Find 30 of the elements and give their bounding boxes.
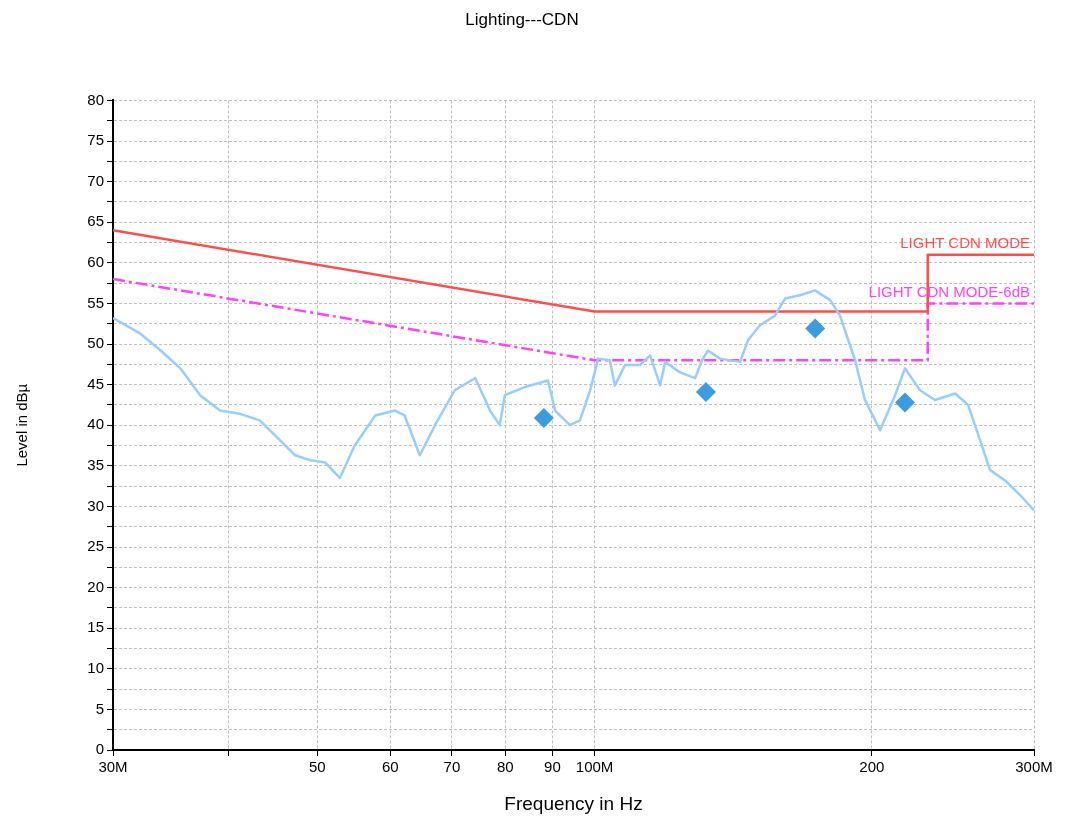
x-tick-label: 30M xyxy=(98,758,128,776)
y-tick-label: 10 xyxy=(87,658,104,676)
x-tick-label: 100M xyxy=(575,758,614,776)
y-tick-label: 35 xyxy=(87,455,104,473)
y-tick-label: 15 xyxy=(87,618,104,636)
x-tick-label: 70 xyxy=(443,758,461,776)
y-tick-label: 65 xyxy=(87,212,104,230)
x-tick-label: 80 xyxy=(496,758,514,776)
chart-title: Lighting---CDN xyxy=(465,9,579,29)
y-tick-label: 55 xyxy=(87,293,104,311)
y-tick-label: 40 xyxy=(87,415,104,433)
y-axis-title: Level in dBµ xyxy=(13,383,31,467)
y-tick-label: 20 xyxy=(87,577,104,595)
y-tick-label: 30 xyxy=(87,496,104,514)
y-tick-label: 50 xyxy=(87,334,104,352)
x-tick-label: 200 xyxy=(859,758,885,776)
y-tick-label: 80 xyxy=(87,90,104,108)
series-label: LIGHT CDN MODE xyxy=(900,234,1030,252)
y-tick-label: 25 xyxy=(87,537,104,555)
y-tick-label: 60 xyxy=(87,252,104,270)
x-tick-label: 90 xyxy=(544,758,561,776)
y-tick-label: 0 xyxy=(95,740,104,758)
x-tick-label: 60 xyxy=(381,758,399,776)
x-tick-label: 50 xyxy=(308,758,326,776)
y-tick-label: 70 xyxy=(87,171,104,189)
y-tick-label: 45 xyxy=(87,374,104,392)
x-tick-label: 300M xyxy=(1015,758,1053,776)
x-axis-title: Frequency in Hz xyxy=(504,792,643,814)
y-tick-label: 75 xyxy=(87,131,104,149)
y-tick-label: 5 xyxy=(95,699,104,717)
